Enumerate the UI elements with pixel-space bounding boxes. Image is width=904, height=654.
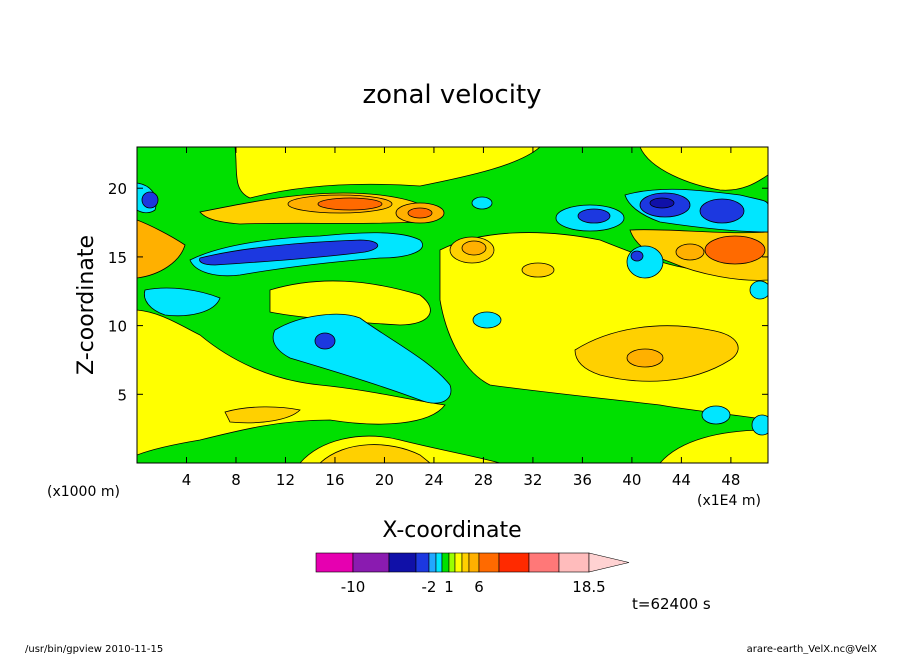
red-core-upper-right bbox=[704, 235, 766, 265]
orange-cell-near-28-core bbox=[461, 240, 487, 256]
colorbar-segment bbox=[461, 552, 470, 573]
orange-region-left-edge bbox=[137, 219, 186, 279]
x-tick-label: 12 bbox=[276, 471, 295, 489]
colorbar-segment bbox=[388, 552, 417, 573]
cyan-cell-small-e bbox=[749, 280, 768, 300]
colorbar bbox=[315, 552, 630, 573]
colorbar-segment bbox=[435, 552, 443, 573]
footer-left: /usr/bin/gpview 2010-11-15 bbox=[25, 644, 163, 654]
time-annotation: t=62400 s bbox=[632, 595, 711, 613]
y-tick-label: 10 bbox=[108, 318, 127, 336]
colorbar-segment bbox=[352, 552, 390, 573]
colorbar-segment bbox=[528, 552, 560, 573]
x-tick-label: 20 bbox=[375, 471, 394, 489]
cyan-cell-near-40 bbox=[626, 245, 664, 279]
cyan-cell-small-b bbox=[471, 196, 493, 210]
plot-frame bbox=[136, 146, 769, 464]
yellow-region-lower-left bbox=[137, 309, 446, 456]
y-unit-label: (x1000 m) bbox=[47, 484, 120, 500]
blue-cell-near-36 bbox=[577, 208, 611, 224]
orange-region-bottom bbox=[319, 444, 431, 463]
y-axis-title: Z-coordinate bbox=[74, 235, 99, 375]
colorbar-tick-labels: -10 -2 1 6 18.5 bbox=[341, 578, 606, 596]
x-tick-label: 16 bbox=[325, 471, 344, 489]
blue-cell-center bbox=[314, 332, 336, 350]
x-tick-label: 8 bbox=[231, 471, 241, 489]
x-axis: 4 8 12 16 20 24 28 32 36 40 44 48 bbox=[182, 147, 740, 489]
blue-cell-left-edge bbox=[141, 191, 159, 209]
colorbar-segment bbox=[415, 552, 430, 573]
x-tick-label: 44 bbox=[672, 471, 691, 489]
colorbar-segment bbox=[315, 552, 354, 573]
colorbar-tick-label: 18.5 bbox=[572, 578, 605, 596]
x-tick-label: 32 bbox=[523, 471, 542, 489]
colorbar-extend-arrow bbox=[588, 552, 630, 573]
orange-core-lower-right bbox=[626, 348, 664, 368]
colorbar-tick-label: 1 bbox=[444, 578, 454, 596]
x-tick-label: 28 bbox=[474, 471, 493, 489]
red-core-upper-jet bbox=[317, 197, 383, 211]
colorbar-tick-label: -2 bbox=[422, 578, 437, 596]
cyan-region-left bbox=[143, 287, 221, 317]
footer-right: arare-earth_VelX.nc@VelX bbox=[747, 644, 878, 654]
colorbar-segment bbox=[441, 552, 450, 573]
x-tick-label: 24 bbox=[424, 471, 443, 489]
colorbar-tick-label: 6 bbox=[474, 578, 484, 596]
y-axis: 5 10 15 20 bbox=[108, 180, 768, 404]
colorbar-segment bbox=[468, 552, 480, 573]
colorbar-tick-label: -10 bbox=[341, 578, 366, 596]
x-axis-title: X-coordinate bbox=[382, 518, 521, 543]
orange-cell-near-33 bbox=[521, 262, 555, 278]
cyan-cell-small-c bbox=[701, 405, 731, 425]
blue-core-main-jet bbox=[199, 239, 378, 266]
y-tick-label: 20 bbox=[108, 180, 127, 198]
yellow-region-upper-left bbox=[137, 147, 541, 199]
chart-title: zonal velocity bbox=[362, 80, 541, 110]
cyan-cell-small-d bbox=[751, 414, 768, 436]
colorbar-segment bbox=[454, 552, 463, 573]
colorbar-segment bbox=[448, 552, 456, 573]
y-tick-label: 5 bbox=[117, 386, 127, 404]
x-unit-label: (x1E4 m) bbox=[697, 493, 761, 509]
yellow-region-upper-right bbox=[639, 147, 768, 191]
contour-fields bbox=[137, 147, 768, 463]
navy-core-upper-right-a bbox=[649, 197, 675, 209]
x-tick-label: 40 bbox=[622, 471, 641, 489]
orange-cell-right-middle bbox=[675, 243, 705, 261]
red-cell-near-22 bbox=[407, 207, 433, 219]
blue-cell-upper-right-b bbox=[699, 198, 745, 224]
colorbar-segment bbox=[428, 552, 437, 573]
colorbar-segment bbox=[558, 552, 590, 573]
y-tick-label: 15 bbox=[108, 249, 127, 267]
blue-cell-near-40 bbox=[630, 250, 644, 262]
x-tick-label: 48 bbox=[721, 471, 740, 489]
orange-region-lower-left bbox=[224, 406, 301, 424]
x-tick-label: 36 bbox=[573, 471, 592, 489]
cyan-cell-small-a bbox=[472, 311, 502, 329]
colorbar-segment bbox=[498, 552, 530, 573]
plot-area bbox=[136, 146, 769, 464]
x-tick-label: 4 bbox=[182, 471, 192, 489]
colorbar-segment bbox=[478, 552, 500, 573]
